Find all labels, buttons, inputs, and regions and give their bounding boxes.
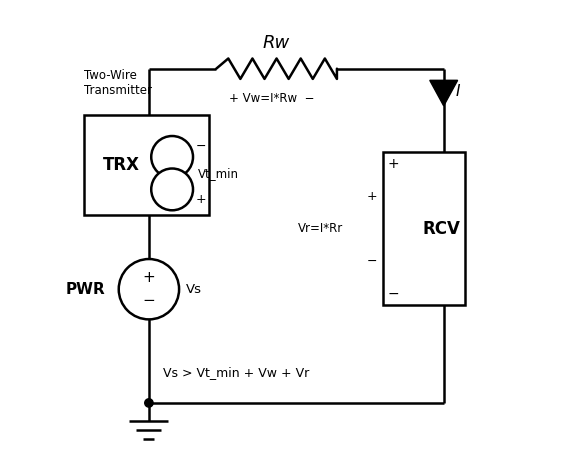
Text: −: − xyxy=(388,287,400,301)
Polygon shape xyxy=(430,80,458,106)
Text: Vs > Vt_min + Vw + Vr: Vs > Vt_min + Vw + Vr xyxy=(163,366,309,379)
Bar xyxy=(84,115,209,215)
Text: −: − xyxy=(195,140,206,153)
Text: +: + xyxy=(388,157,400,171)
Circle shape xyxy=(119,259,179,319)
Bar xyxy=(383,152,465,305)
Text: RCV: RCV xyxy=(423,220,461,238)
Text: −: − xyxy=(367,255,377,268)
Text: Rw: Rw xyxy=(263,34,290,52)
Text: −: − xyxy=(142,293,155,308)
Text: + Vw=I*Rw  −: + Vw=I*Rw − xyxy=(229,92,315,106)
Circle shape xyxy=(151,169,193,210)
Text: Two-Wire
Transmitter: Two-Wire Transmitter xyxy=(84,69,152,97)
Text: +: + xyxy=(367,190,377,203)
Circle shape xyxy=(151,136,193,178)
Text: +: + xyxy=(195,193,206,206)
Text: Vs: Vs xyxy=(186,283,202,296)
Circle shape xyxy=(145,399,153,407)
Text: +: + xyxy=(142,270,155,285)
Text: PWR: PWR xyxy=(65,282,105,297)
Text: Vr=I*Rr: Vr=I*Rr xyxy=(297,222,343,235)
Text: Vt_min: Vt_min xyxy=(198,167,239,180)
Text: I: I xyxy=(456,85,460,99)
Text: TRX: TRX xyxy=(103,156,139,174)
